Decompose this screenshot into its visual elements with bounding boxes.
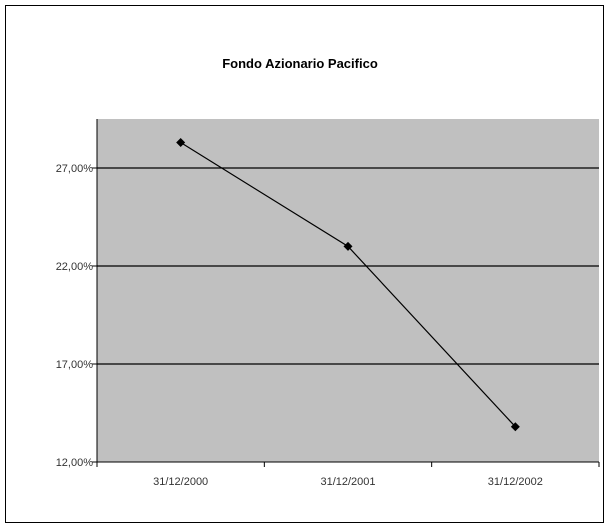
y-tick-label: 12,00% xyxy=(56,457,94,469)
y-tick-label: 22,00% xyxy=(56,261,94,273)
y-axis-tick-labels: 12,00% 17,00% 22,00% 27,00% xyxy=(56,163,94,469)
axes xyxy=(92,119,600,467)
x-tick-label: 31/12/2002 xyxy=(488,476,543,488)
y-tick-label: 17,00% xyxy=(56,359,94,371)
x-axis-tick-labels: 31/12/2000 31/12/2001 31/12/2002 xyxy=(153,476,543,488)
data-point-marker xyxy=(176,138,186,148)
grid-lines xyxy=(97,167,599,365)
y-tick-label: 27,00% xyxy=(56,163,94,175)
x-tick-label: 31/12/2001 xyxy=(320,476,375,488)
data-point-marker xyxy=(510,422,520,432)
data-point-marker xyxy=(343,241,353,251)
plot-area xyxy=(97,119,599,462)
x-tick-label: 31/12/2000 xyxy=(153,476,208,488)
chart-title: Fondo Azionario Pacifico xyxy=(222,56,378,71)
series xyxy=(176,138,520,432)
